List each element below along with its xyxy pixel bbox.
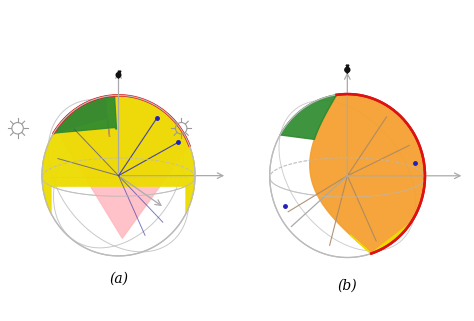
Polygon shape	[54, 95, 117, 133]
Polygon shape	[56, 95, 190, 238]
Text: (a): (a)	[109, 272, 128, 286]
Circle shape	[345, 67, 350, 72]
Polygon shape	[54, 97, 109, 137]
Polygon shape	[345, 70, 349, 74]
Polygon shape	[350, 223, 411, 254]
Circle shape	[116, 73, 121, 77]
Polygon shape	[117, 75, 120, 78]
Text: (b): (b)	[337, 279, 357, 293]
Polygon shape	[280, 95, 337, 139]
Polygon shape	[310, 94, 425, 254]
Polygon shape	[42, 95, 195, 213]
